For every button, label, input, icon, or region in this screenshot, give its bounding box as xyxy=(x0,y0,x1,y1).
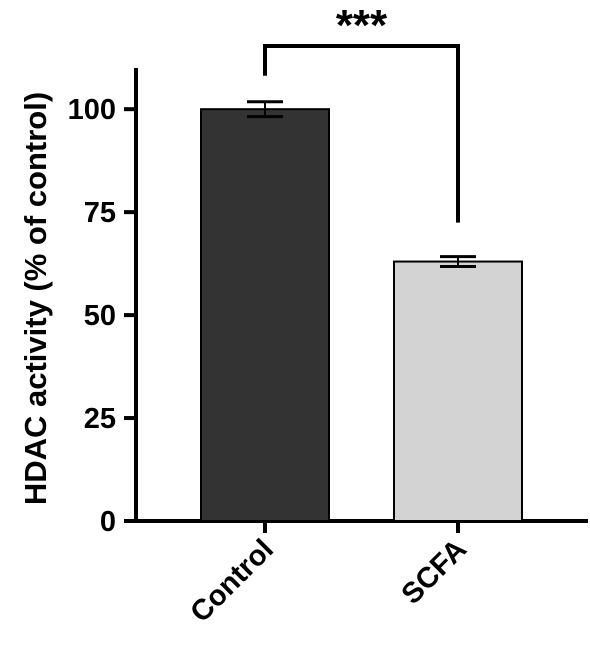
bar-scfa xyxy=(393,260,523,522)
x-tick-label: Control xyxy=(184,533,280,629)
y-tick-label: 75 xyxy=(84,197,116,229)
y-tick-label: 25 xyxy=(84,403,116,435)
x-tick-label: SCFA xyxy=(396,533,473,610)
y-axis-title: HDAC activity (% of control) xyxy=(18,92,53,505)
significance-label: *** xyxy=(336,1,388,50)
y-tick-label: 100 xyxy=(68,94,116,126)
significance-bracket xyxy=(263,44,460,223)
significance-annotation: *** xyxy=(263,1,460,223)
bars xyxy=(200,100,523,522)
x-axis-ticks: Control SCFA xyxy=(184,521,473,629)
bar-control xyxy=(200,108,330,522)
y-axis-ticks: 0 25 50 75 100 xyxy=(68,94,136,538)
y-tick-label: 0 xyxy=(100,506,116,538)
y-tick-label: 50 xyxy=(84,300,116,332)
